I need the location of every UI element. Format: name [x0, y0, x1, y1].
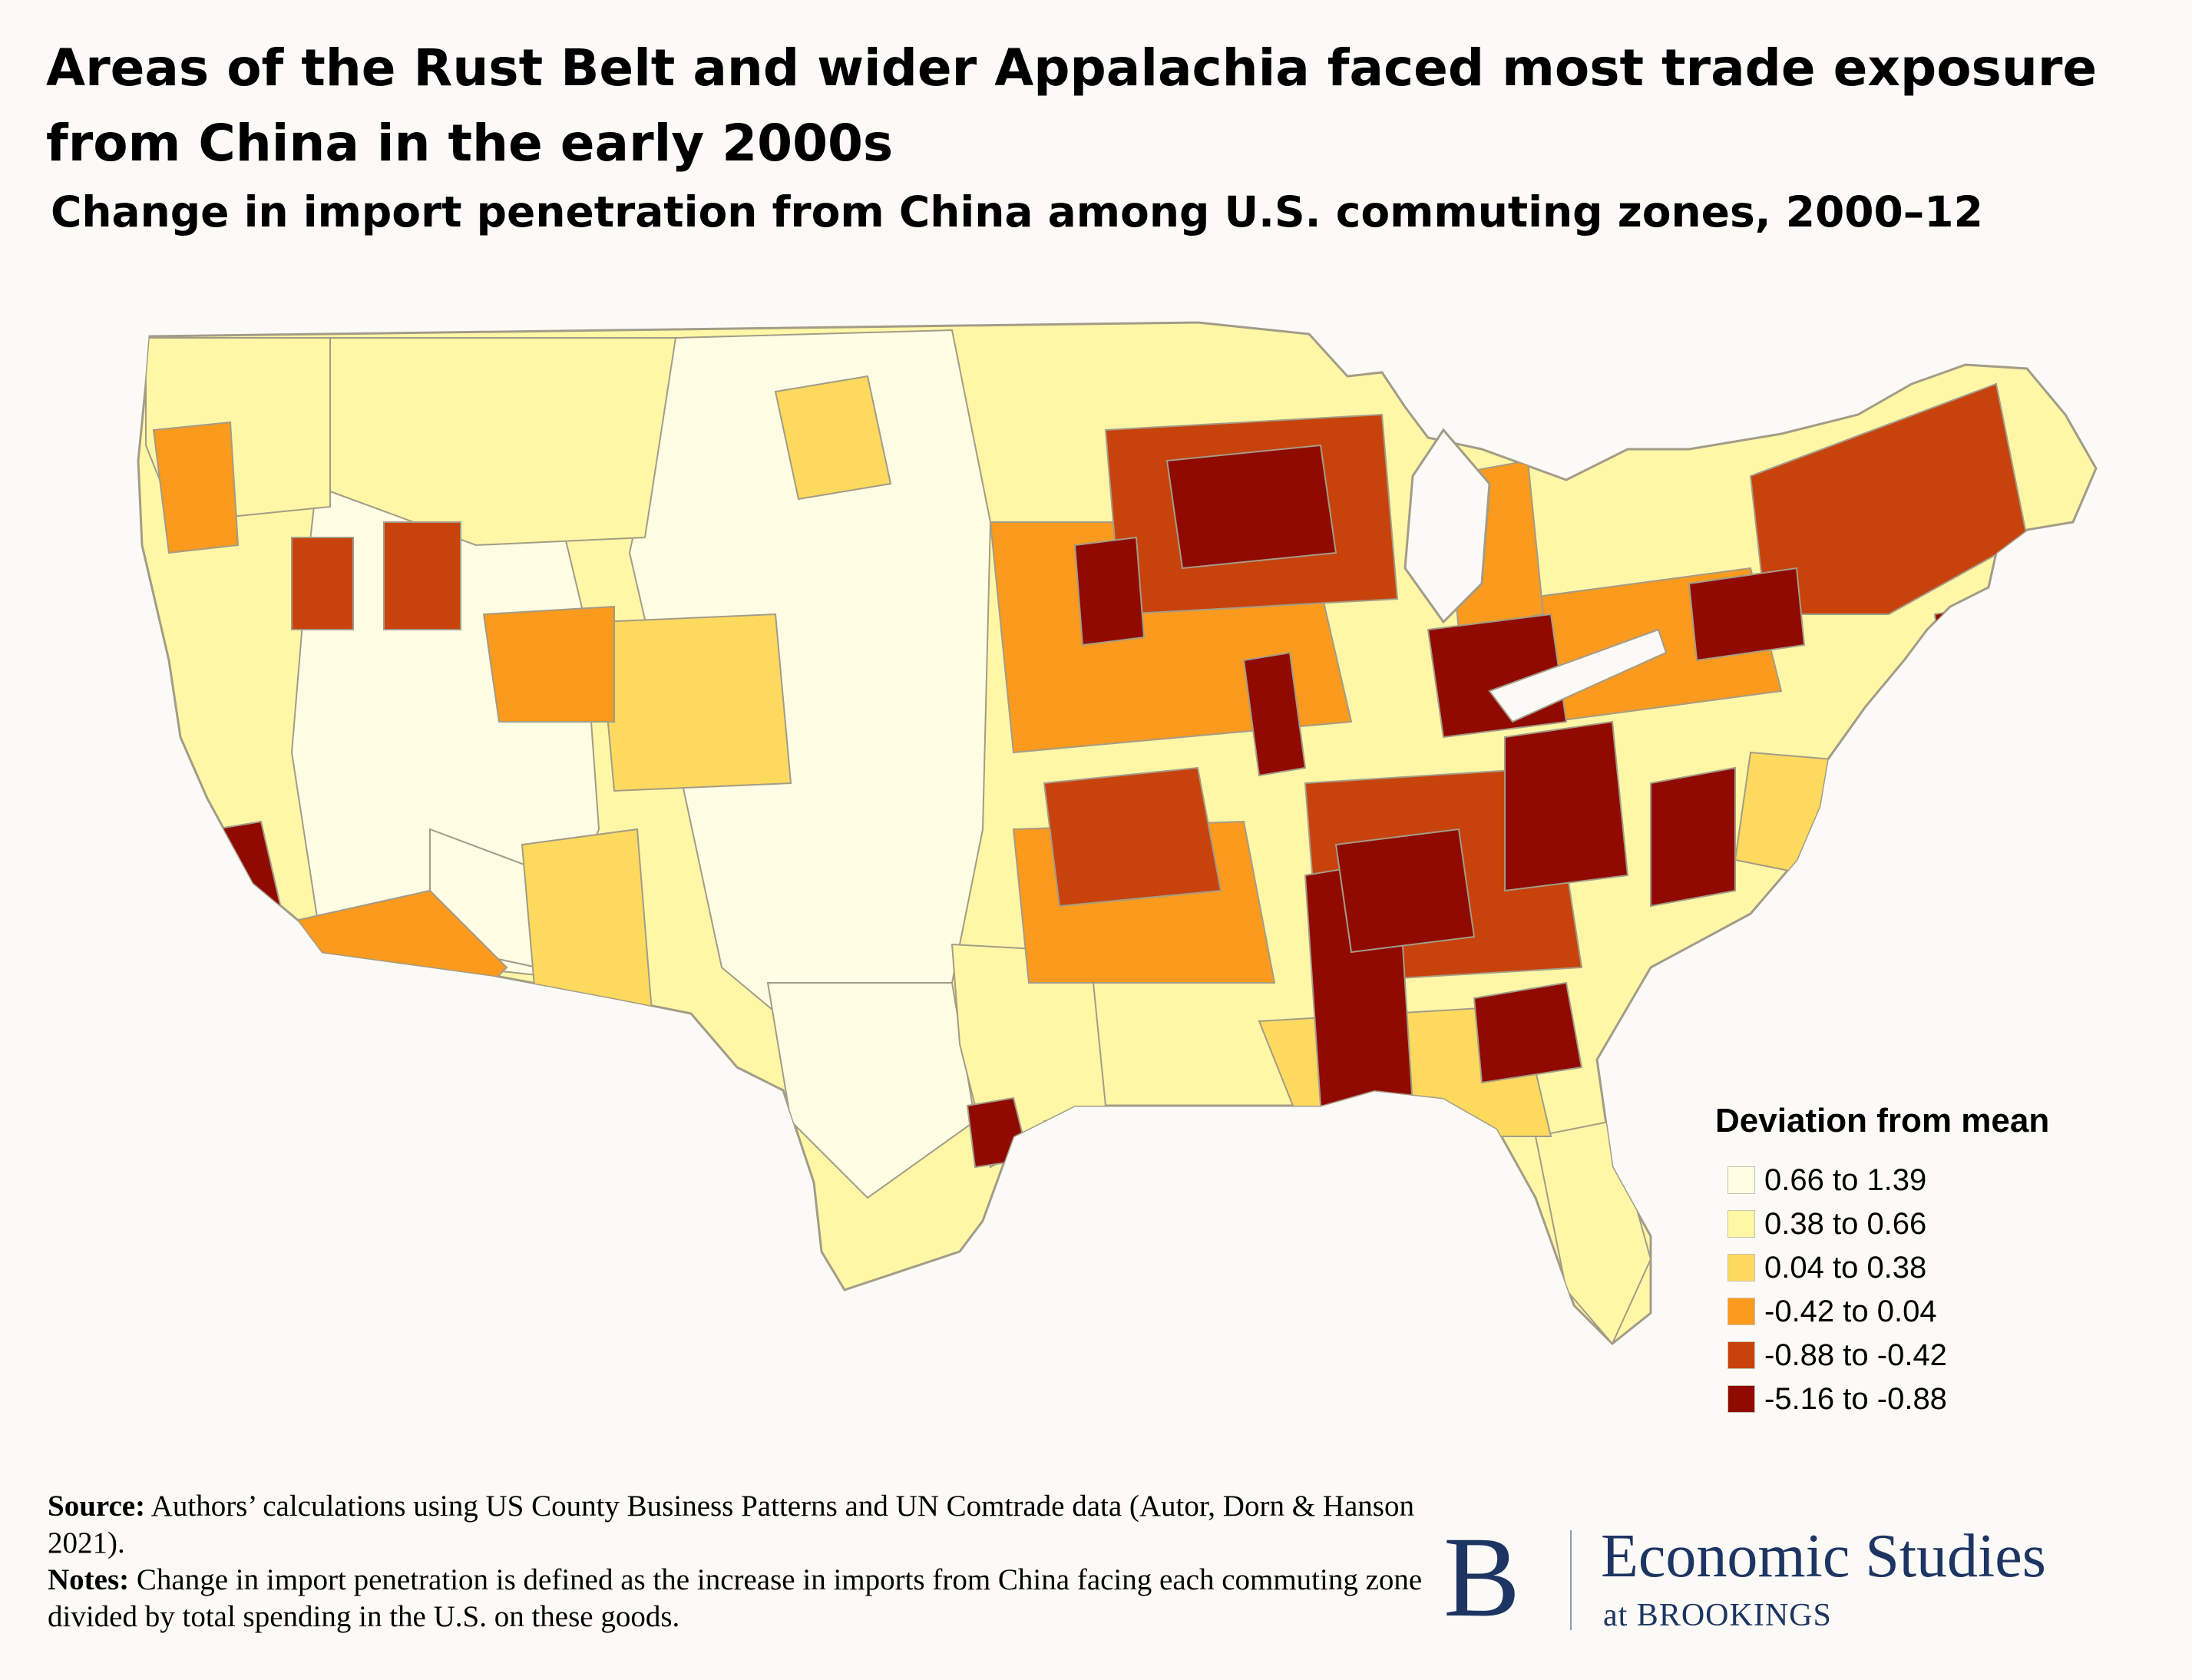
lake-erie-water	[1488, 628, 1668, 723]
source-text: Authors’ calculations using US County Bu…	[48, 1490, 1414, 1559]
region-idaho	[291, 537, 354, 630]
region-arkansas	[1043, 766, 1222, 908]
legend-swatch	[1727, 1297, 1755, 1325]
region-western-oregon	[152, 421, 240, 554]
source-notes: Source: Authors’ calculations using US C…	[48, 1488, 1430, 1635]
legend-swatch	[1727, 1341, 1755, 1369]
legend-item: 0.66 to 1.39	[1727, 1158, 2142, 1202]
chart-title: Areas of the Rust Belt and wider Appalac…	[46, 38, 2098, 173]
legend-item: -0.42 to 0.04	[1727, 1289, 2142, 1333]
brookings-logo: B Economic Studies at BROOKINGS	[1443, 1513, 2173, 1647]
region-colorado	[597, 613, 792, 792]
region-rhode-island	[1933, 605, 1990, 670]
region-wisconsin	[1165, 444, 1337, 570]
map-legend: Deviation from mean 0.66 to 1.39 0.38 to…	[1712, 1098, 2142, 1420]
legend-label: 0.66 to 1.39	[1764, 1162, 1927, 1197]
legend-item: -5.16 to -0.88	[1727, 1377, 2142, 1420]
region-appalachia	[1504, 720, 1629, 892]
region-carolinas	[1650, 766, 1736, 908]
region-new-york-central	[1688, 567, 1806, 662]
logo-name: Economic Studies	[1601, 1523, 2046, 1590]
notes-line: Notes: Change in import penetration is d…	[48, 1562, 1430, 1635]
logo-letter: B	[1443, 1513, 1521, 1641]
region-indiana	[1242, 651, 1307, 777]
legend-label: -0.88 to -0.42	[1764, 1338, 1947, 1372]
source-line: Source: Authors’ calculations using US C…	[48, 1488, 1430, 1562]
region-houston	[1027, 1150, 1092, 1222]
legend-swatch	[1727, 1209, 1755, 1238]
region-west-texas	[766, 982, 977, 1199]
legend-label: 0.38 to 0.66	[1764, 1206, 1927, 1241]
chart-subtitle: Change in import penetration from China …	[51, 187, 1983, 236]
legend-item: 0.04 to 0.38	[1727, 1245, 2142, 1289]
region-minnesota-core	[1073, 536, 1146, 647]
region-south-texas	[1043, 1104, 1153, 1215]
legend-item: 0.38 to 0.66	[1727, 1202, 2142, 1245]
legend-label: 0.04 to 0.38	[1764, 1250, 1927, 1285]
legend-swatch	[1727, 1384, 1755, 1413]
notes-text: Change in import penetration is defined …	[48, 1563, 1423, 1633]
source-label: Source:	[48, 1490, 146, 1523]
region-georgia-foothills	[1473, 981, 1583, 1084]
region-new-mexico	[521, 828, 654, 1022]
region-dakotas-north	[774, 375, 892, 501]
region-northern-utah	[482, 605, 615, 723]
logo-divider	[1570, 1530, 1572, 1630]
legend-item: -0.88 to -0.42	[1727, 1333, 2142, 1377]
legend-label: -5.16 to -0.88	[1764, 1381, 1947, 1416]
legend-title: Deviation from mean	[1715, 1102, 2050, 1139]
logo-sub: at BROOKINGS	[1603, 1598, 1832, 1633]
us-choropleth-map	[137, 321, 2098, 1346]
region-northern-rockies	[329, 337, 677, 547]
great-lakes-water	[1403, 428, 1491, 624]
region-wyoming	[383, 521, 461, 630]
region-kentucky	[1334, 828, 1476, 954]
notes-label: Notes:	[48, 1563, 130, 1596]
legend-swatch	[1727, 1166, 1755, 1194]
legend-swatch	[1727, 1253, 1755, 1281]
legend-label: -0.42 to 0.04	[1764, 1294, 1937, 1328]
